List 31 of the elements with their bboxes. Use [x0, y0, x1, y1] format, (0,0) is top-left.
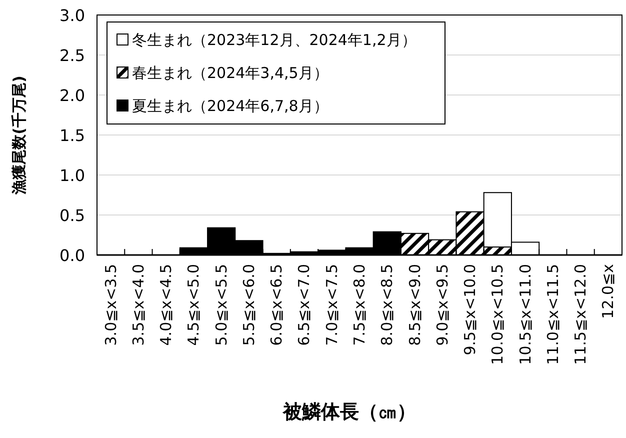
x-tick-label: 8.5≦x<9.0 [406, 264, 424, 346]
x-tick-label: 8.0≦x<8.5 [378, 264, 396, 346]
x-tick-label: 12.0≦x [599, 264, 618, 319]
x-tick-label: 4.0≦x<4.5 [157, 264, 176, 346]
y-tick-label: 0.0 [60, 246, 85, 265]
x-tick-label: 3.5≦x<4.0 [129, 264, 148, 346]
y-tick-label: 2.0 [60, 86, 85, 105]
x-tick-label: 6.0≦x<6.5 [268, 264, 286, 346]
y-tick-label: 0.5 [60, 206, 85, 225]
x-tick-label: 10.0≦x<10.5 [488, 264, 507, 365]
x-axis-title: 被鱗体長（㎝） [282, 401, 416, 423]
y-axis-title: 漁獲尾数(千万尾) [10, 76, 28, 196]
x-tick-label: 7.5≦x<8.0 [350, 264, 368, 346]
x-tick-label: 9.0≦x<9.5 [433, 264, 452, 346]
x-tick-label: 5.0≦x<5.5 [212, 264, 230, 346]
legend-label: 夏生まれ（2024年6,7,8月） [132, 97, 328, 115]
legend-label: 冬生まれ（2023年12月、2024年1,2月） [132, 31, 416, 49]
x-tick-label: 7.0≦x<7.5 [322, 264, 341, 346]
x-tick-label: 4.5≦x<5.0 [184, 264, 203, 346]
y-tick-label: 1.0 [60, 166, 85, 185]
legend-label: 春生まれ（2024年3,4,5月） [132, 64, 328, 82]
x-tick-label: 9.5≦x<10.0 [461, 264, 480, 356]
x-tick-label: 5.5≦x<6.0 [240, 264, 258, 346]
x-tick-label: 11.5≦x<12.0 [572, 264, 590, 365]
y-tick-label: 1.5 [60, 126, 85, 145]
x-tick-label: 6.5≦x<7.0 [295, 264, 314, 346]
x-tick-label: 10.5≦x<11.0 [516, 264, 534, 365]
x-tick-label: 11.0≦x<11.5 [544, 264, 562, 365]
x-tick-label: 3.0≦x<3.5 [102, 264, 120, 346]
y-tick-label: 2.5 [60, 46, 85, 65]
y-tick-label: 3.0 [60, 6, 85, 25]
